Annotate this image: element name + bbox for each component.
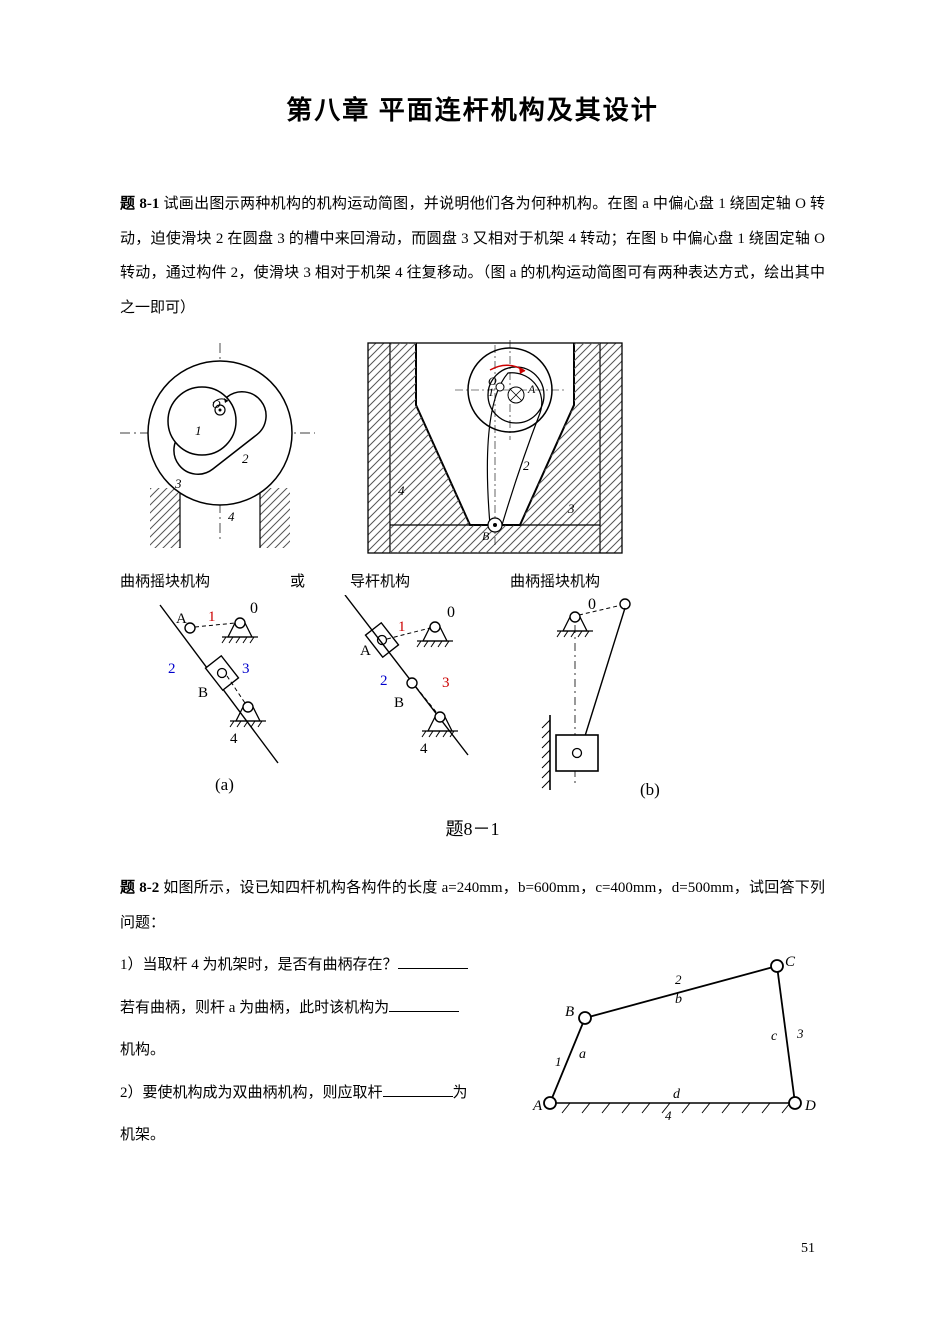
page-number: 51 (801, 1241, 815, 1257)
svg-text:4: 4 (398, 483, 405, 498)
fourbar-figure: A B C D a b c d 1 2 3 4 (515, 948, 825, 1128)
svg-text:4: 4 (665, 1108, 672, 1123)
svg-text:O: O (212, 397, 221, 411)
blank-2 (389, 997, 459, 1012)
svg-text:C: C (785, 954, 796, 970)
svg-text:2: 2 (675, 972, 682, 987)
q82-label: 题 8-2 (120, 880, 159, 896)
svg-text:3: 3 (567, 501, 575, 516)
mech-label-1: 曲柄摇块机构 (120, 570, 290, 591)
q82-line3: 机构。 (120, 1033, 485, 1068)
svg-text:D: D (804, 1098, 816, 1114)
svg-text:B: B (482, 529, 490, 543)
q82-intro-text: 如图所示，设已知四杆机构各构件的长度 a=240mm，b=600mm，c=400… (120, 880, 825, 931)
svg-text:A: A (532, 1098, 543, 1114)
q82-line2: 若有曲柄，则杆 a 为曲柄，此时该机构为 (120, 991, 485, 1026)
svg-text:3: 3 (442, 675, 450, 691)
svg-text:1: 1 (195, 423, 202, 438)
svg-text:B: B (565, 1004, 574, 1020)
svg-text:4: 4 (230, 731, 238, 747)
mech-label-3: 曲柄摇块机构 (510, 570, 600, 591)
svg-text:B: B (394, 695, 404, 711)
svg-text:0: 0 (447, 604, 455, 621)
svg-text:2: 2 (523, 458, 530, 473)
q81-label: 题 8-1 (120, 196, 159, 212)
svg-text:1: 1 (488, 385, 494, 399)
q82-line1: 1）当取杆 4 为机架时，是否有曲柄存在？ (120, 948, 485, 983)
svg-text:3: 3 (174, 476, 182, 491)
svg-text:3: 3 (242, 661, 250, 677)
q81-text: 题 8-1 试画出图示两种机构的机构运动简图，并说明他们各为何种机构。在图 a … (120, 187, 825, 325)
q82-line4: 2）要使机构成为双曲柄机构，则应取杆为 (120, 1076, 485, 1111)
q81-caption: 题8－1 (120, 815, 825, 841)
figure-row-top: O 1 2 3 4 (120, 335, 825, 560)
mechanism-labels: 曲柄摇块机构 或 导杆机构 曲柄摇块机构 (120, 570, 825, 591)
svg-text:4: 4 (228, 509, 235, 524)
blank-3 (383, 1082, 453, 1097)
svg-text:1: 1 (555, 1054, 562, 1069)
svg-text:A: A (176, 611, 187, 627)
svg-text:a: a (579, 1047, 586, 1062)
svg-text:(b): (b) (640, 780, 660, 799)
svg-text:4: 4 (420, 741, 428, 757)
svg-text:0: 0 (250, 600, 258, 617)
svg-text:A: A (527, 382, 536, 396)
svg-text:0: 0 (588, 596, 596, 613)
svg-text:A: A (360, 643, 371, 659)
svg-text:c: c (771, 1029, 778, 1044)
svg-text:d: d (673, 1087, 681, 1102)
q81-body: 试画出图示两种机构的机构运动简图，并说明他们各为何种机构。在图 a 中偏心盘 1… (120, 196, 825, 316)
svg-text:B: B (198, 685, 208, 701)
q82-text-block: 1）当取杆 4 为机架时，是否有曲柄存在？ 若有曲柄，则杆 a 为曲柄，此时该机… (120, 948, 485, 1161)
blank-1 (398, 954, 468, 969)
chapter-title: 第八章 平面连杆机构及其设计 (120, 90, 825, 127)
mech-or: 或 (290, 570, 350, 591)
svg-text:(a): (a) (215, 775, 234, 794)
q82-line5: 机架。 (120, 1118, 485, 1153)
svg-text:b: b (675, 992, 682, 1007)
svg-text:2: 2 (242, 451, 249, 466)
svg-text:2: 2 (168, 661, 176, 677)
kinematic-a1: 0 A 1 2 B 3 4 (a) (120, 595, 320, 795)
q82-intro: 题 8-2 如图所示，设已知四杆机构各构件的长度 a=240mm，b=600mm… (120, 871, 825, 940)
figure-a-top: O 1 2 3 4 (120, 343, 320, 553)
svg-text:3: 3 (796, 1026, 804, 1041)
figure-b-top: O A 1 2 3 4 B (360, 335, 630, 560)
q82-row: 1）当取杆 4 为机架时，是否有曲柄存在？ 若有曲柄，则杆 a 为曲柄，此时该机… (120, 948, 825, 1161)
svg-text:2: 2 (380, 673, 388, 689)
mech-label-2: 导杆机构 (350, 570, 510, 591)
kinematic-b: 0 (b) (500, 595, 690, 805)
svg-text:1: 1 (208, 609, 216, 625)
kinematic-a2: 0 A 1 2 B 3 4 (320, 595, 500, 795)
figure-row-kinematic: 0 A 1 2 B 3 4 (a) (120, 595, 825, 805)
svg-text:1: 1 (398, 619, 406, 635)
